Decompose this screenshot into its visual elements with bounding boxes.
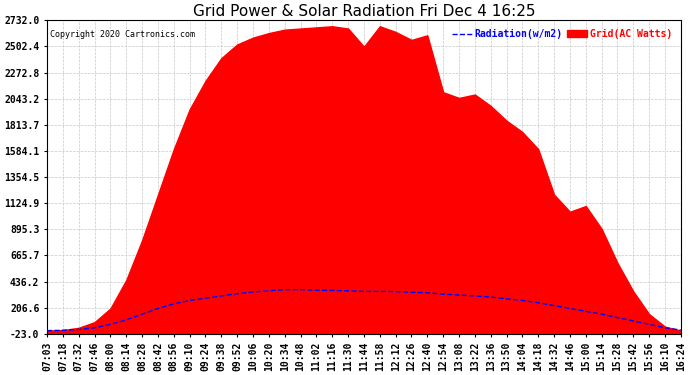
Text: Copyright 2020 Cartronics.com: Copyright 2020 Cartronics.com: [50, 30, 195, 39]
Legend: Radiation(w/m2), Grid(AC Watts): Radiation(w/m2), Grid(AC Watts): [448, 25, 676, 43]
Title: Grid Power & Solar Radiation Fri Dec 4 16:25: Grid Power & Solar Radiation Fri Dec 4 1…: [193, 4, 535, 19]
